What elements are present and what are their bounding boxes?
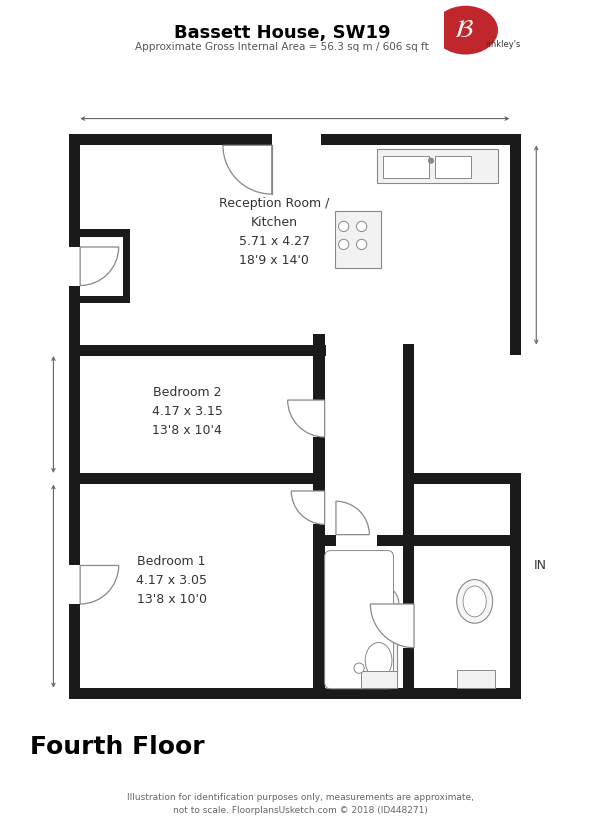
Circle shape — [338, 239, 349, 250]
Bar — [313, 491, 330, 525]
Text: $\mathcal{B}$: $\mathcal{B}$ — [454, 18, 474, 42]
Bar — [377, 149, 498, 182]
Text: Reception Room /
Kitchen
5.71 x 4.27
18'9 x 14'0: Reception Room / Kitchen 5.71 x 4.27 18'… — [219, 197, 329, 267]
Bar — [80, 229, 125, 237]
Wedge shape — [370, 604, 414, 648]
Ellipse shape — [463, 586, 486, 616]
Ellipse shape — [365, 642, 392, 678]
Text: Approximate Gross Internal Area = 56.3 sq m / 606 sq ft: Approximate Gross Internal Area = 56.3 s… — [135, 42, 429, 52]
Text: Fourth Floor: Fourth Floor — [30, 735, 205, 759]
Bar — [69, 247, 85, 286]
Bar — [326, 551, 392, 688]
Bar — [403, 473, 521, 484]
Bar — [509, 134, 521, 355]
Wedge shape — [287, 400, 325, 437]
Text: IN: IN — [534, 559, 547, 572]
Text: Illustration for identification purposes only, measurements are approximate,
not: Illustration for identification purposes… — [127, 793, 473, 815]
Bar — [313, 400, 330, 437]
Bar — [403, 483, 414, 699]
Bar — [80, 345, 326, 356]
Bar — [457, 670, 495, 688]
Wedge shape — [223, 145, 272, 194]
Bar — [272, 129, 320, 145]
Text: Bedroom 2
4.17 x 3.15
13'8 x 10'4: Bedroom 2 4.17 x 3.15 13'8 x 10'4 — [152, 386, 223, 436]
Circle shape — [433, 6, 498, 54]
Bar — [80, 296, 125, 303]
Circle shape — [356, 222, 367, 232]
Bar — [69, 134, 80, 699]
Bar — [434, 156, 470, 177]
Wedge shape — [336, 501, 370, 535]
Bar — [123, 229, 130, 303]
Bar — [336, 530, 377, 546]
Circle shape — [356, 239, 367, 250]
Bar — [69, 566, 85, 604]
Bar — [403, 604, 419, 648]
Text: rinkley's: rinkley's — [485, 40, 521, 49]
Bar — [361, 634, 397, 688]
Circle shape — [428, 157, 434, 164]
Wedge shape — [80, 247, 119, 286]
Wedge shape — [80, 566, 119, 604]
Bar — [313, 535, 414, 546]
Circle shape — [338, 222, 349, 232]
Bar — [335, 211, 381, 267]
Ellipse shape — [457, 580, 493, 623]
Bar — [69, 688, 521, 699]
FancyBboxPatch shape — [325, 551, 394, 689]
Text: Bedroom 1
4.17 x 3.05
13'8 x 10'0: Bedroom 1 4.17 x 3.05 13'8 x 10'0 — [136, 556, 207, 606]
Bar — [361, 671, 397, 688]
Bar — [313, 334, 325, 699]
Bar — [383, 156, 430, 177]
Wedge shape — [291, 491, 325, 525]
Circle shape — [354, 663, 364, 673]
Bar — [509, 483, 521, 699]
Text: Bassett House, SW19: Bassett House, SW19 — [174, 24, 390, 42]
Bar — [403, 343, 414, 484]
Bar — [80, 473, 314, 484]
Bar — [69, 134, 521, 145]
Ellipse shape — [371, 587, 399, 621]
Bar — [403, 535, 521, 546]
